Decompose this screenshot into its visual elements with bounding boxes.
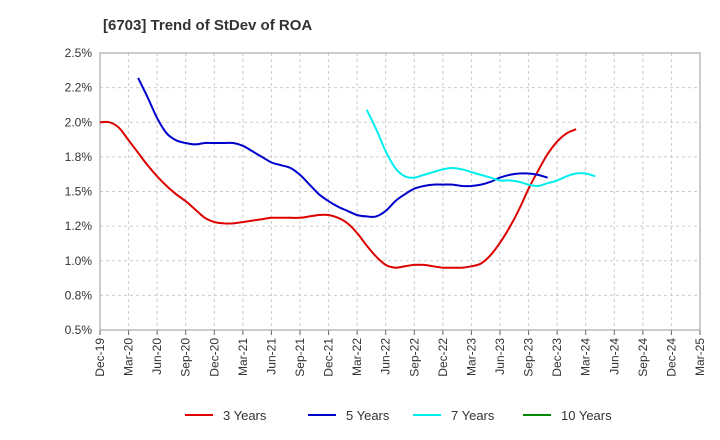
legend-label: 7 Years bbox=[451, 408, 495, 423]
legend-label: 5 Years bbox=[346, 408, 390, 423]
x-tick-label: Dec-24 bbox=[664, 338, 678, 377]
series-line-2 bbox=[137, 77, 548, 218]
x-tick-label: Mar-23 bbox=[464, 338, 478, 376]
x-tick-label: Sep-22 bbox=[407, 338, 421, 377]
x-tick-label: Sep-23 bbox=[522, 338, 536, 377]
series-line-3 bbox=[365, 109, 596, 188]
chart-title: [6703] Trend of StDev of ROA bbox=[103, 17, 312, 34]
legend-label: 10 Years bbox=[561, 408, 612, 423]
x-tick-label: Dec-20 bbox=[207, 338, 221, 377]
x-tick-label: Mar-21 bbox=[236, 338, 250, 376]
x-tick-label: Mar-20 bbox=[122, 338, 136, 376]
y-tick-label: 1.2% bbox=[65, 219, 93, 233]
y-tick-label: 0.5% bbox=[65, 323, 93, 337]
y-tick-label: 2.0% bbox=[65, 115, 93, 129]
series-line-1 bbox=[99, 120, 577, 269]
x-tick-label: Jun-20 bbox=[150, 338, 164, 375]
x-tick-label: Sep-21 bbox=[293, 338, 307, 377]
y-tick-label: 2.5% bbox=[65, 46, 93, 60]
x-tick-label: Dec-23 bbox=[550, 338, 564, 377]
x-tick-label: Mar-22 bbox=[350, 338, 364, 376]
x-tick-label: Mar-24 bbox=[579, 338, 593, 376]
x-tick-label: Sep-24 bbox=[636, 338, 650, 377]
x-tick-label: Jun-24 bbox=[607, 338, 621, 375]
y-tick-label: 1.0% bbox=[65, 254, 93, 268]
y-tick-label: 1.5% bbox=[65, 185, 93, 199]
x-tick-label: Sep-20 bbox=[179, 338, 193, 377]
x-tick-label: Dec-22 bbox=[436, 338, 450, 377]
series-lines bbox=[99, 77, 596, 269]
x-tick-label: Dec-21 bbox=[322, 338, 336, 377]
y-tick-label: 2.2% bbox=[65, 81, 93, 95]
grid bbox=[99, 52, 701, 331]
x-tick-label: Jun-21 bbox=[264, 338, 278, 375]
legend: 3 Years 5 Years 7 Years 10 Years bbox=[185, 408, 612, 423]
y-tick-label: 0.8% bbox=[65, 288, 93, 302]
x-tick-label: Dec-19 bbox=[93, 338, 107, 377]
x-tick-label: Jun-23 bbox=[493, 338, 507, 375]
axes: 0.5% 0.8% 1.0% 1.2% 1.5% 1.8% 2.0% 2.2% 2.5% Dec-… bbox=[65, 46, 707, 377]
legend-label: 3 Years bbox=[223, 408, 267, 423]
x-tick-label: Jun-22 bbox=[379, 338, 393, 375]
x-tick-label: Mar-25 bbox=[693, 338, 707, 376]
plot-border bbox=[99, 52, 701, 331]
y-tick-label: 1.8% bbox=[65, 150, 93, 164]
